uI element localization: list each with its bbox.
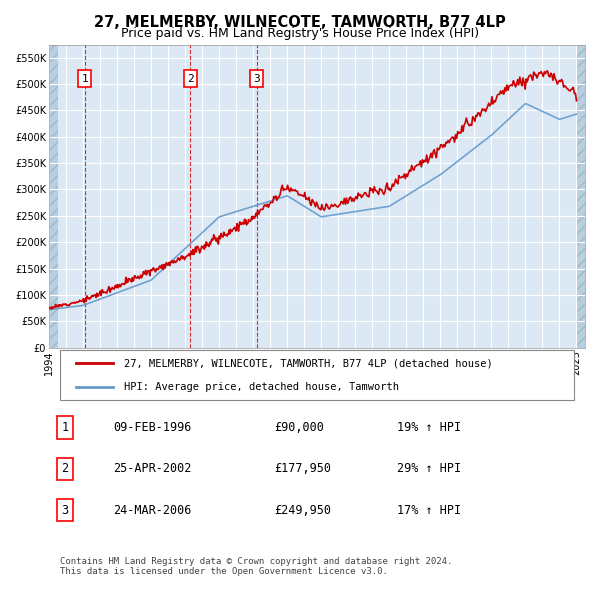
Text: Contains HM Land Registry data © Crown copyright and database right 2024.
This d: Contains HM Land Registry data © Crown c… [60,557,452,576]
Text: 24-MAR-2006: 24-MAR-2006 [113,504,192,517]
Text: 09-FEB-1996: 09-FEB-1996 [113,421,192,434]
Text: 17% ↑ HPI: 17% ↑ HPI [397,504,461,517]
FancyBboxPatch shape [60,350,574,400]
Text: 27, MELMERBY, WILNECOTE, TAMWORTH, B77 4LP (detached house): 27, MELMERBY, WILNECOTE, TAMWORTH, B77 4… [124,358,493,368]
Text: £249,950: £249,950 [274,504,331,517]
Text: 19% ↑ HPI: 19% ↑ HPI [397,421,461,434]
Bar [577,44,585,348]
Text: 2: 2 [187,74,194,84]
Text: 1: 1 [62,421,68,434]
Text: 1: 1 [82,74,88,84]
Bar [49,44,58,348]
Text: £177,950: £177,950 [274,463,331,476]
Text: 29% ↑ HPI: 29% ↑ HPI [397,463,461,476]
Text: 3: 3 [253,74,260,84]
Text: HPI: Average price, detached house, Tamworth: HPI: Average price, detached house, Tamw… [124,382,399,392]
Text: 2: 2 [62,463,68,476]
Text: 25-APR-2002: 25-APR-2002 [113,463,192,476]
Text: 3: 3 [62,504,68,517]
Text: £90,000: £90,000 [274,421,324,434]
Text: Price paid vs. HM Land Registry's House Price Index (HPI): Price paid vs. HM Land Registry's House … [121,27,479,40]
Text: 27, MELMERBY, WILNECOTE, TAMWORTH, B77 4LP: 27, MELMERBY, WILNECOTE, TAMWORTH, B77 4… [94,15,506,30]
